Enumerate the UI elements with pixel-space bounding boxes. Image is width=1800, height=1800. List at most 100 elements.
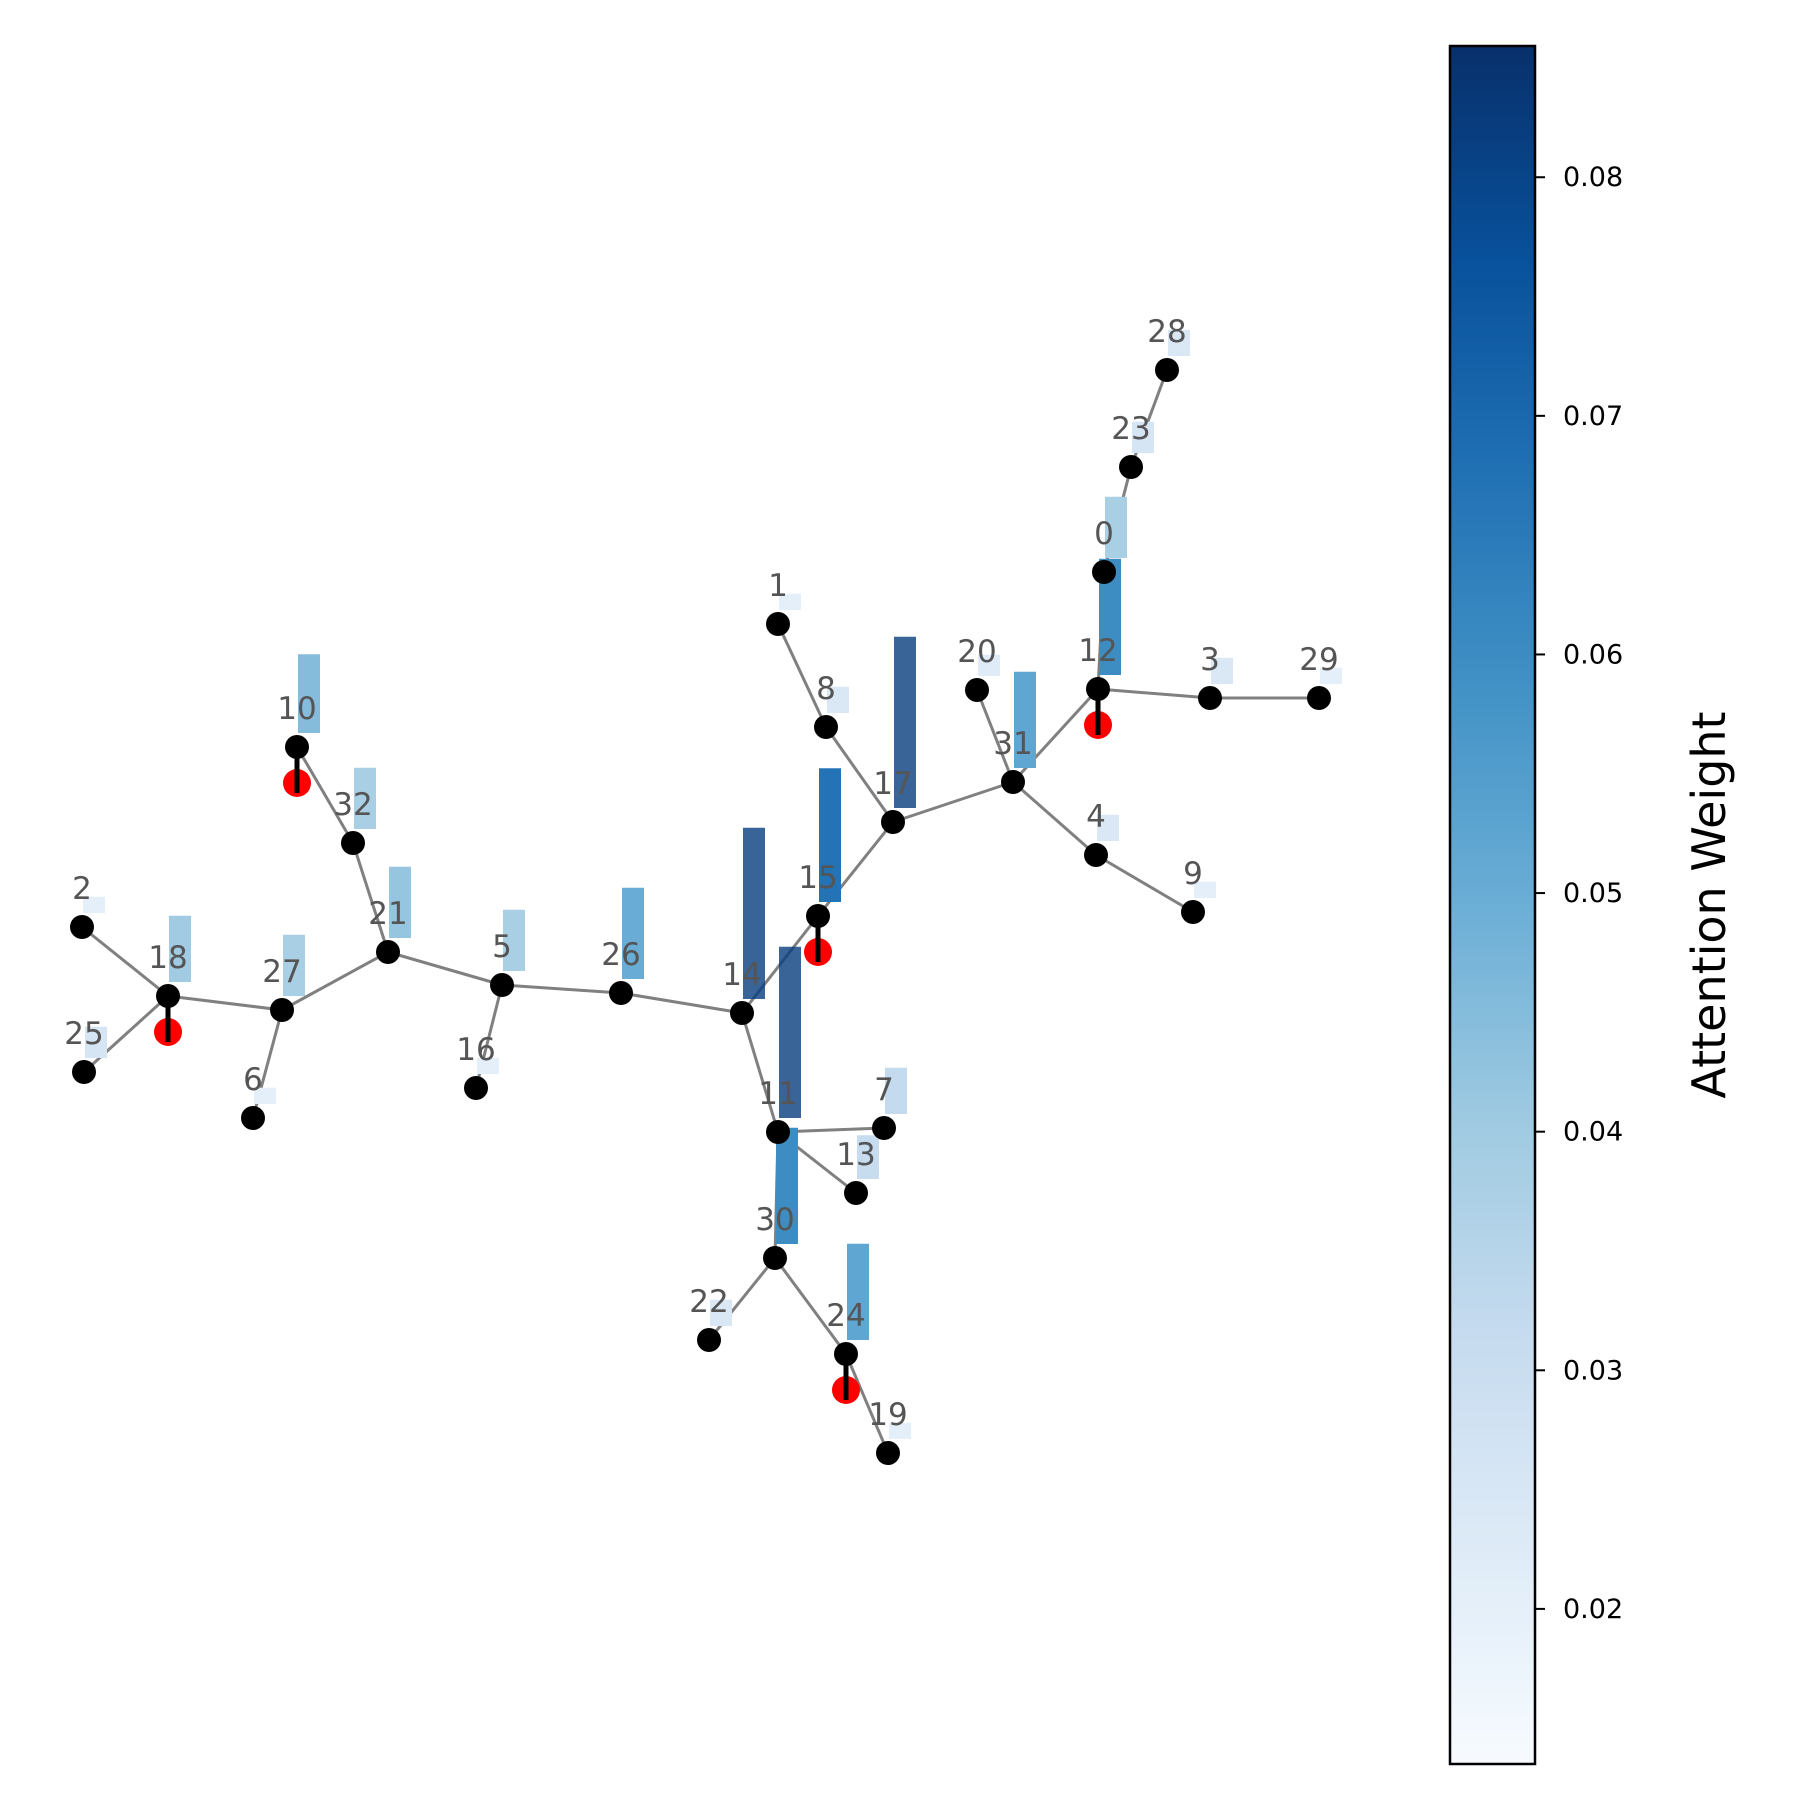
node-18 [156, 984, 180, 1008]
colorbar-tick-label-5: 0.07 [1563, 401, 1623, 432]
colorbar-tick-label-2: 0.04 [1563, 1117, 1623, 1148]
attention-bar-20 [978, 654, 1000, 676]
edge-20-31 [975, 689, 1015, 783]
colorbar-gradient [1448, 44, 1537, 1766]
edge-32-10 [295, 746, 355, 844]
node-label-9: 9 [1183, 856, 1203, 892]
attention-bar-16 [477, 1057, 499, 1074]
attention-bar-12 [1099, 558, 1121, 675]
edge-18-25 [82, 994, 170, 1074]
attention-bar-22 [710, 1299, 732, 1326]
edge-30-24 [773, 1257, 848, 1355]
node-25 [72, 1060, 96, 1084]
colorbar: 0.02 0.03 0.04 0.05 0.06 0.07 0.08 Attention W… [1448, 44, 1736, 1766]
node-label-3: 3 [1200, 642, 1220, 678]
edge-8-17 [824, 726, 895, 823]
node-23 [1119, 455, 1143, 479]
node-11 [766, 1120, 790, 1144]
node-7 [872, 1116, 896, 1140]
attention-bar-15 [819, 768, 841, 902]
node-16 [464, 1076, 488, 1100]
node-label-27: 27 [262, 954, 301, 990]
attention-bar-3 [1211, 657, 1233, 684]
attention-bar-14 [743, 827, 765, 999]
node-14 [730, 1001, 754, 1025]
node-32 [341, 831, 365, 855]
node-label-0: 0 [1094, 516, 1114, 552]
node-label-11: 11 [758, 1076, 797, 1112]
attention-bar-1 [779, 593, 801, 610]
edge-14-26 [620, 991, 743, 1015]
node-label-8: 8 [816, 671, 836, 707]
node-label-10: 10 [277, 691, 316, 727]
edge-14-11 [740, 1012, 780, 1133]
node-30 [763, 1246, 787, 1270]
node-label-12: 12 [1078, 633, 1117, 669]
node-20 [965, 678, 989, 702]
node-label-28: 28 [1147, 314, 1186, 350]
node-12 [1086, 677, 1110, 701]
attention-bar-10 [298, 654, 320, 733]
node-27 [270, 998, 294, 1022]
attention-bar-11 [779, 946, 801, 1118]
node-label-30: 30 [755, 1202, 794, 1238]
edge-5-21 [387, 950, 503, 987]
node-label-4: 4 [1086, 799, 1106, 835]
attention-bar-4 [1097, 814, 1119, 841]
node-29 [1307, 686, 1331, 710]
highlight-markers [154, 689, 1112, 1404]
attention-bar-30 [776, 1127, 798, 1244]
node-label-29: 29 [1299, 642, 1338, 678]
edge-4-9 [1095, 853, 1194, 914]
node-15 [806, 904, 830, 928]
node-label-2: 2 [72, 871, 92, 907]
node-label-20: 20 [957, 634, 996, 670]
node-label-31: 31 [993, 726, 1032, 762]
node-28 [1155, 358, 1179, 382]
edge-31-4 [1012, 780, 1097, 857]
attention-bar-23 [1132, 421, 1154, 453]
attention-bar-8 [827, 686, 849, 713]
node-13 [844, 1181, 868, 1205]
node-26 [609, 981, 633, 1005]
node-5 [490, 973, 514, 997]
attention-bar-28 [1168, 329, 1190, 356]
attention-bar-6 [254, 1087, 276, 1104]
node-label-15: 15 [798, 860, 837, 896]
node-label-14: 14 [722, 957, 761, 993]
node-label-25: 25 [64, 1016, 103, 1052]
node-label-18: 18 [148, 940, 187, 976]
node-label-5: 5 [492, 929, 512, 965]
node-label-32: 32 [333, 787, 372, 823]
node-label-17: 17 [873, 766, 912, 802]
node-label-16: 16 [456, 1032, 495, 1068]
edge-26-5 [501, 983, 622, 995]
attention-bar-2 [83, 896, 105, 913]
attention-bar-13 [857, 1135, 879, 1179]
edge-24-19 [844, 1353, 890, 1454]
edge-21-32 [351, 842, 390, 953]
attention-bar-26 [622, 887, 644, 979]
attention-bar-5 [503, 909, 525, 971]
attention-bar-9 [1194, 881, 1216, 898]
colorbar-tick-label-1: 0.03 [1563, 1355, 1623, 1386]
attention-bar-18 [169, 915, 191, 982]
colorbar-tick-label-3: 0.05 [1563, 878, 1623, 909]
node-21 [376, 940, 400, 964]
node-2 [70, 915, 94, 939]
node-17 [881, 810, 905, 834]
node-label-23: 23 [1111, 411, 1150, 447]
node-4 [1084, 843, 1108, 867]
attention-bar-7 [885, 1067, 907, 1114]
node-label-13: 13 [836, 1137, 875, 1173]
node-22 [697, 1328, 721, 1352]
node-label-22: 22 [689, 1284, 728, 1320]
node-10 [285, 735, 309, 759]
node-label-7: 7 [874, 1072, 894, 1108]
attention-bars [83, 329, 1342, 1439]
node-31 [1001, 770, 1025, 794]
attention-bar-25 [85, 1026, 107, 1058]
